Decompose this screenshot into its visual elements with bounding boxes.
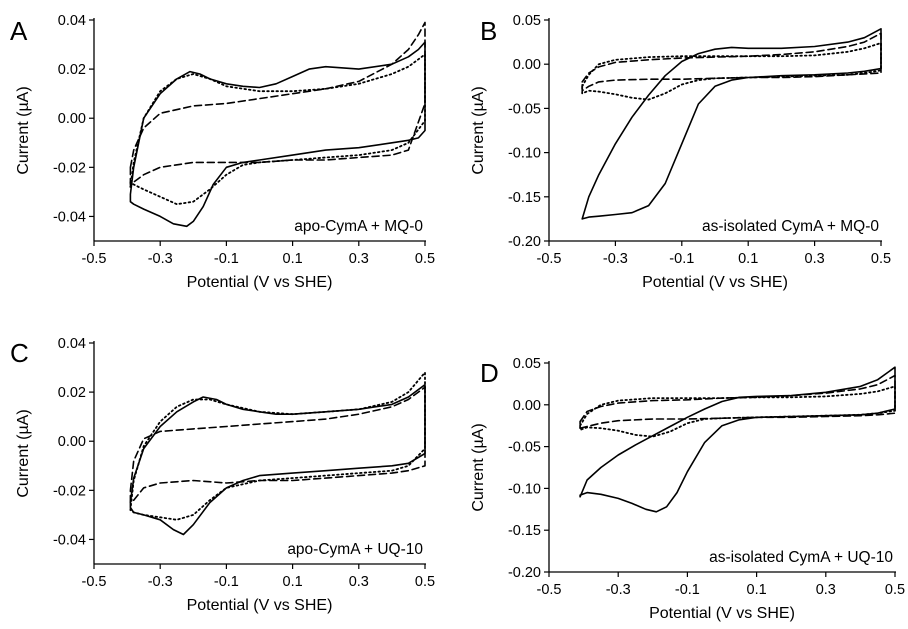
y-tick-label: -0.20 <box>508 565 541 581</box>
panel-letter: A <box>10 16 28 46</box>
x-tick-label: -0.5 <box>537 251 562 267</box>
y-tick-label: 0.02 <box>58 385 86 401</box>
y-axis-title: Current (µA) <box>470 423 487 511</box>
x-tick-label: 0.3 <box>349 574 369 590</box>
y-tick-label: -0.20 <box>508 234 541 250</box>
y-tick-label: 0.04 <box>58 336 86 352</box>
x-tick-label: -0.5 <box>82 574 107 590</box>
x-tick-label: -0.1 <box>214 251 239 267</box>
x-tick-label: -0.5 <box>82 251 107 267</box>
x-tick-label: 0.5 <box>415 251 435 267</box>
y-tick-label: 0.05 <box>513 13 541 29</box>
x-tick-label: 0.1 <box>283 251 303 267</box>
x-tick-label: 0.5 <box>415 574 435 590</box>
panel-letter: B <box>480 16 497 46</box>
y-tick-label: -0.02 <box>53 483 86 499</box>
x-tick-label: -0.3 <box>603 251 628 267</box>
y-tick-label: 0.00 <box>58 434 86 450</box>
x-tick-label: -0.1 <box>669 251 694 267</box>
y-tick-label: -0.02 <box>53 160 86 176</box>
y-tick-label: -0.05 <box>508 101 541 117</box>
x-axis-title: Potential (V vs SHE) <box>187 597 333 614</box>
y-axis-title: Current (µA) <box>15 409 32 497</box>
series-line-solid <box>579 366 896 513</box>
y-tick-label: -0.10 <box>508 481 541 497</box>
panel-a: A -0.04 -0.02 0.00 0.02 0.04 -0.5 -0.3 -0.1 0.1 0.… <box>10 13 435 291</box>
series-line-solid <box>129 383 426 536</box>
series-line-dashed <box>129 21 426 186</box>
panel-annotation: apo-CymA + UQ-10 <box>287 541 423 558</box>
panel-letter: D <box>480 358 499 388</box>
y-tick-label: -0.15 <box>508 523 541 539</box>
x-tick-label: 0.1 <box>738 251 758 267</box>
x-tick-label: -0.1 <box>675 582 700 598</box>
x-axis-title: Potential (V vs SHE) <box>187 274 333 291</box>
x-tick-label: 0.1 <box>283 574 303 590</box>
panel-annotation: as-isolated CymA + UQ-10 <box>709 549 893 566</box>
panel-b: B -0.20 -0.15 -0.10 -0.05 0.00 0.05 -0.5 -0.3 -0.… <box>470 13 891 291</box>
x-tick-label: -0.3 <box>606 582 631 598</box>
series-line-dashed <box>581 32 882 92</box>
x-axis-title: Potential (V vs SHE) <box>642 274 788 291</box>
y-tick-label: 0.02 <box>58 62 86 78</box>
y-tick-label: -0.04 <box>53 532 86 548</box>
series-line-dotted <box>581 42 882 101</box>
y-tick-label: 0.05 <box>513 356 541 372</box>
x-axis-title: Potential (V vs SHE) <box>649 605 795 622</box>
x-tick-label: 0.3 <box>816 582 836 598</box>
y-tick-label: 0.00 <box>58 111 86 127</box>
x-tick-label: 0.3 <box>805 251 825 267</box>
y-tick-label: -0.05 <box>508 440 541 456</box>
panel-annotation: apo-CymA + MQ-0 <box>294 218 423 235</box>
x-tick-label: 0.1 <box>747 582 767 598</box>
x-tick-label: -0.5 <box>537 582 562 598</box>
series-line-dashed <box>129 386 426 504</box>
y-axis-title: Current (µA) <box>470 86 487 174</box>
y-tick-label: 0.00 <box>513 57 541 73</box>
y-axis-title: Current (µA) <box>15 86 32 174</box>
x-tick-label: 0.5 <box>885 582 905 598</box>
y-tick-label: -0.15 <box>508 190 541 206</box>
x-tick-label: -0.1 <box>214 574 239 590</box>
y-tick-label: 0.04 <box>58 13 86 29</box>
series-line-dotted <box>579 385 896 438</box>
y-tick-label: 0.00 <box>513 398 541 414</box>
series-line-dotted <box>129 53 426 206</box>
x-tick-label: -0.3 <box>148 251 173 267</box>
panel-annotation: as-isolated CymA + MQ-0 <box>702 218 879 235</box>
panel-letter: C <box>10 338 29 368</box>
panel-d: D -0.20 -0.15 -0.10 -0.05 0.00 0.05 -0.5 -0.3 -0.… <box>470 356 905 622</box>
x-tick-label: -0.3 <box>148 574 173 590</box>
series-line-dashed <box>579 374 896 429</box>
panel-c: C -0.04 -0.02 0.00 0.02 0.04 -0.5 -0.3 -0.1 0.1 0.… <box>10 336 435 614</box>
x-tick-label: 0.5 <box>871 251 891 267</box>
series-line-dotted <box>129 371 426 521</box>
x-tick-label: 0.3 <box>349 251 369 267</box>
y-tick-label: -0.10 <box>508 146 541 162</box>
y-tick-label: -0.04 <box>53 209 86 225</box>
